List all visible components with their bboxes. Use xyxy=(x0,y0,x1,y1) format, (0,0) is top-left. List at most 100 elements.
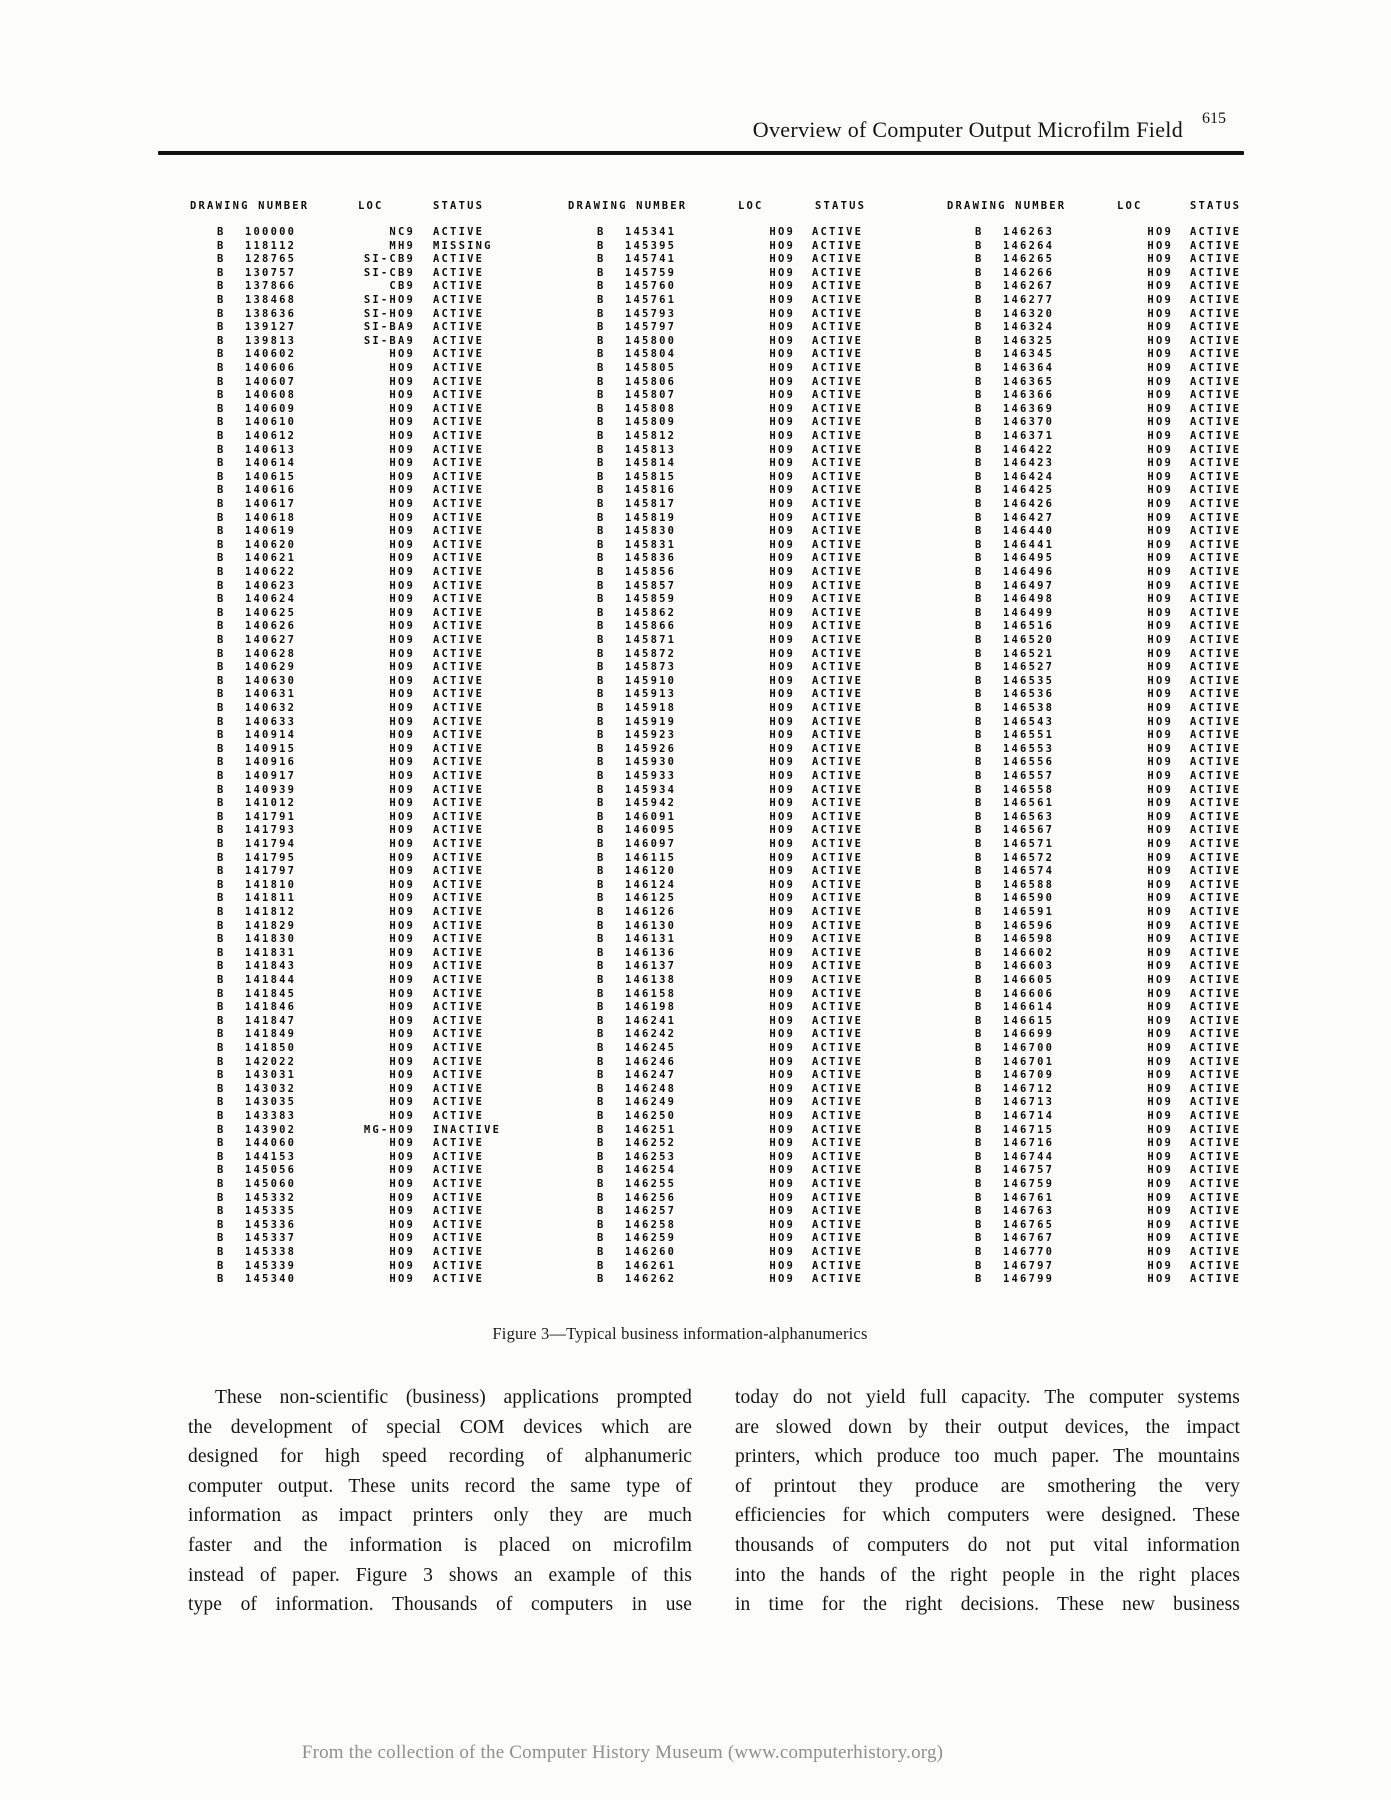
table-row: B 140609 HO9 ACTIVE xyxy=(0,403,1391,416)
drawing-number: 146603 xyxy=(1003,960,1055,973)
status-value: ACTIVE xyxy=(433,321,485,334)
table-row: B 128765 SI-CB9 ACTIVE xyxy=(0,253,1391,266)
table-row: B 146761 HO9 ACTIVE xyxy=(0,1192,1391,1205)
row-size-marker: B xyxy=(975,906,984,918)
loc-code: MH9 xyxy=(389,239,415,252)
loc-code: HO9 xyxy=(389,1150,415,1163)
status-value: ACTIVE xyxy=(433,810,485,823)
row-size-marker: B xyxy=(975,824,984,837)
drawing-number: 146770 xyxy=(1003,1246,1055,1258)
drawing-number: 140623 xyxy=(245,579,297,592)
status-value: ACTIVE xyxy=(812,851,864,864)
table-row: B 146615 HO9 ACTIVE xyxy=(0,1015,1391,1028)
row-size-marker: B xyxy=(975,266,984,279)
row-size-marker: B xyxy=(975,307,984,320)
table-row: B 141797 HO9 ACTIVE xyxy=(0,865,1391,878)
drawing-number: 145866 xyxy=(625,620,677,633)
row-size-marker: B xyxy=(975,715,984,728)
loc-code: HO9 xyxy=(1147,266,1173,279)
table-row: B 146527 HO9 ACTIVE xyxy=(0,661,1391,674)
row-size-marker: B xyxy=(597,878,606,891)
status-value: ACTIVE xyxy=(433,1110,485,1122)
row-size-marker: B xyxy=(975,552,984,565)
row-size-marker: B xyxy=(217,1096,226,1109)
status-value: ACTIVE xyxy=(812,430,864,442)
row-size-marker: B xyxy=(975,1110,984,1122)
drawing-number: 140607 xyxy=(245,375,297,388)
status-value: ACTIVE xyxy=(433,1218,485,1231)
loc-code: HO9 xyxy=(389,552,415,565)
status-value: ACTIVE xyxy=(433,1205,485,1218)
loc-code: HO9 xyxy=(769,1259,795,1272)
row-size-marker: B xyxy=(217,253,226,266)
loc-code: HO9 xyxy=(769,797,795,810)
table-row: B 141793 HO9 ACTIVE xyxy=(0,824,1391,837)
row-size-marker: B xyxy=(597,810,606,823)
row-size-marker: B xyxy=(597,865,606,878)
drawing-number: 128765 xyxy=(245,253,297,266)
loc-code: HO9 xyxy=(389,620,415,633)
table-row: B 138636 SI-HO9 ACTIVE xyxy=(0,308,1391,321)
row-size-marker: B xyxy=(217,946,226,959)
status-value: ACTIVE xyxy=(1190,1191,1242,1204)
drawing-number: 145819 xyxy=(625,511,677,524)
drawing-number: 140620 xyxy=(245,538,297,551)
loc-code: HO9 xyxy=(1147,1232,1173,1245)
loc-code: HO9 xyxy=(769,266,795,279)
row-size-marker: B xyxy=(975,348,984,361)
table-row: B 146715 HO9 ACTIVE xyxy=(0,1124,1391,1137)
table-row: B 145395 HO9 ACTIVE xyxy=(0,240,1391,253)
drawing-number: 137866 xyxy=(245,280,297,293)
status-value: ACTIVE xyxy=(812,606,864,619)
status-value: ACTIVE xyxy=(433,715,485,728)
loc-code: HO9 xyxy=(769,688,795,701)
drawing-number: 145816 xyxy=(625,484,677,497)
status-value: ACTIVE xyxy=(433,960,485,973)
drawing-number: 146712 xyxy=(1003,1082,1055,1095)
status-value: ACTIVE xyxy=(433,566,485,578)
row-size-marker: B xyxy=(217,824,226,837)
status-value: ACTIVE xyxy=(812,797,864,810)
loc-code: HO9 xyxy=(1147,402,1173,415)
row-size-marker: B xyxy=(597,1082,606,1095)
table-row: B 146765 HO9 ACTIVE xyxy=(0,1219,1391,1232)
drawing-number: 146557 xyxy=(1003,770,1055,782)
loc-code: HO9 xyxy=(1147,1273,1173,1286)
drawing-number: 141845 xyxy=(245,987,297,1000)
table-row: B 141830 HO9 ACTIVE xyxy=(0,933,1391,946)
status-value: ACTIVE xyxy=(1190,1014,1242,1027)
table-row: B 146345 HO9 ACTIVE xyxy=(0,348,1391,361)
row-size-marker: B xyxy=(217,892,226,905)
table-row: B 146744 HO9 ACTIVE xyxy=(0,1151,1391,1164)
table-row: B 146261 HO9 ACTIVE xyxy=(0,1260,1391,1273)
status-value: ACTIVE xyxy=(433,579,485,592)
row-size-marker: B xyxy=(975,457,984,470)
loc-code: HO9 xyxy=(389,1178,415,1190)
status-value: ACTIVE xyxy=(433,348,485,361)
drawing-number: 146137 xyxy=(625,960,677,973)
table-row: B 146700 HO9 ACTIVE xyxy=(0,1042,1391,1055)
row-size-marker: B xyxy=(597,1137,606,1150)
status-value: ACTIVE xyxy=(812,1110,864,1122)
table-row: B 146266 HO9 ACTIVE xyxy=(0,267,1391,280)
row-size-marker: B xyxy=(217,239,226,252)
status-value: ACTIVE xyxy=(433,797,485,810)
status-value: ACTIVE xyxy=(812,1164,864,1177)
status-value: ACTIVE xyxy=(433,702,485,714)
status-value: ACTIVE xyxy=(1190,239,1242,252)
row-size-marker: B xyxy=(597,226,606,238)
table-row: B 140612 HO9 ACTIVE xyxy=(0,430,1391,443)
row-size-marker: B xyxy=(597,362,606,374)
table-row: B 146258 HO9 ACTIVE xyxy=(0,1219,1391,1232)
row-size-marker: B xyxy=(975,1218,984,1231)
drawing-number: 146561 xyxy=(1003,797,1055,810)
row-size-marker: B xyxy=(975,1082,984,1095)
row-size-marker: B xyxy=(597,661,606,674)
status-value: ACTIVE xyxy=(433,511,485,524)
row-size-marker: B xyxy=(975,1042,984,1054)
drawing-number: 145817 xyxy=(625,498,677,510)
drawing-number: 145338 xyxy=(245,1246,297,1258)
table-row: B 145831 HO9 ACTIVE xyxy=(0,539,1391,552)
loc-code: HO9 xyxy=(1147,280,1173,293)
loc-code: HO9 xyxy=(1147,348,1173,361)
